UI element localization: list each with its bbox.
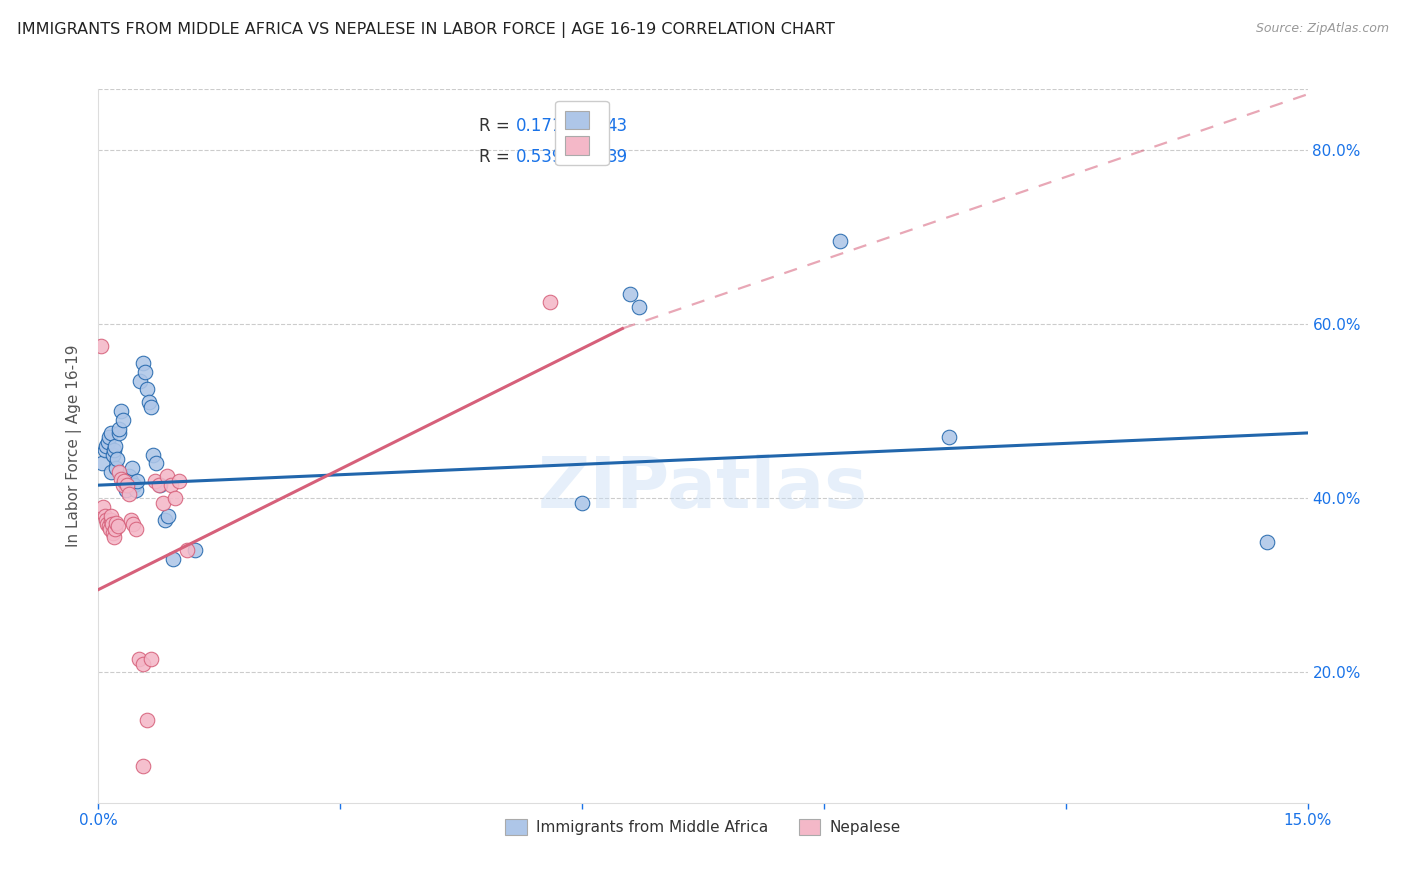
Point: [538, 295, 561, 310]
Text: N =: N =: [574, 148, 610, 166]
Point: [97, 430, 120, 444]
Point: [112, 474, 135, 488]
Text: 0.171: 0.171: [516, 118, 562, 136]
Point: [142, 448, 165, 462]
Point: [103, 522, 125, 536]
Text: ZIPatlas: ZIPatlas: [538, 454, 868, 524]
Point: [143, 474, 166, 488]
Point: [100, 465, 122, 479]
Point: [120, 513, 142, 527]
Point: [118, 469, 141, 483]
Point: [94, 508, 117, 523]
Point: [176, 543, 198, 558]
Point: [938, 430, 960, 444]
Text: 43: 43: [606, 118, 627, 136]
Point: [149, 478, 172, 492]
Point: [163, 491, 186, 506]
Point: [111, 478, 134, 492]
Point: [105, 452, 128, 467]
Point: [112, 474, 135, 488]
Point: [96, 517, 118, 532]
Point: [114, 483, 136, 497]
Text: 0.539: 0.539: [516, 148, 562, 166]
Point: [167, 474, 190, 488]
Point: [103, 443, 125, 458]
Point: [134, 365, 156, 379]
Point: [129, 374, 152, 388]
Point: [90, 339, 112, 353]
Point: [110, 404, 132, 418]
Point: [101, 448, 124, 462]
Point: [107, 425, 129, 440]
Point: [111, 413, 134, 427]
Point: [94, 443, 117, 458]
Point: [139, 400, 162, 414]
Point: [619, 286, 641, 301]
Point: [110, 472, 132, 486]
Point: [124, 522, 146, 536]
Point: [105, 516, 128, 530]
Point: [160, 478, 183, 492]
Point: [96, 439, 118, 453]
Point: [122, 478, 145, 492]
Point: [100, 425, 122, 440]
Point: [108, 421, 131, 435]
Point: [98, 522, 121, 536]
Text: 39: 39: [606, 148, 627, 166]
Point: [184, 543, 207, 558]
Point: [1256, 534, 1278, 549]
Point: [91, 500, 114, 514]
Point: [97, 519, 120, 533]
Point: [117, 478, 139, 492]
Point: [156, 469, 179, 483]
Point: [124, 483, 146, 497]
Point: [127, 474, 149, 488]
Point: [107, 519, 129, 533]
Y-axis label: In Labor Force | Age 16-19: In Labor Force | Age 16-19: [66, 344, 83, 548]
Text: N =: N =: [574, 118, 610, 136]
Point: [132, 759, 155, 773]
Text: R =: R =: [479, 118, 516, 136]
Point: [138, 395, 160, 409]
Point: [96, 513, 118, 527]
Point: [152, 495, 174, 509]
Point: [156, 508, 179, 523]
Point: [100, 513, 122, 527]
Point: [132, 356, 155, 370]
Point: [132, 657, 155, 671]
Point: [627, 300, 650, 314]
Point: [139, 652, 162, 666]
Legend: Immigrants from Middle Africa, Nepalese: Immigrants from Middle Africa, Nepalese: [499, 814, 907, 841]
Point: [91, 457, 114, 471]
Point: [153, 513, 176, 527]
Point: [121, 460, 143, 475]
Point: [100, 508, 122, 523]
Point: [115, 478, 138, 492]
Point: [101, 517, 124, 532]
Point: [571, 495, 593, 509]
Point: [828, 235, 851, 249]
Point: [97, 434, 120, 449]
Text: Source: ZipAtlas.com: Source: ZipAtlas.com: [1256, 22, 1389, 36]
Text: IMMIGRANTS FROM MIDDLE AFRICA VS NEPALESE IN LABOR FORCE | AGE 16-19 CORRELATION: IMMIGRANTS FROM MIDDLE AFRICA VS NEPALES…: [17, 22, 835, 38]
Point: [135, 713, 157, 727]
Point: [120, 474, 142, 488]
Point: [122, 517, 145, 532]
Point: [103, 530, 125, 544]
Point: [128, 652, 150, 666]
Point: [135, 383, 157, 397]
Point: [145, 457, 167, 471]
Point: [108, 465, 131, 479]
Point: [103, 439, 125, 453]
Point: [148, 478, 170, 492]
Point: [101, 526, 124, 541]
Point: [118, 487, 141, 501]
Point: [162, 552, 184, 566]
Point: [105, 460, 128, 475]
Text: R =: R =: [479, 148, 516, 166]
